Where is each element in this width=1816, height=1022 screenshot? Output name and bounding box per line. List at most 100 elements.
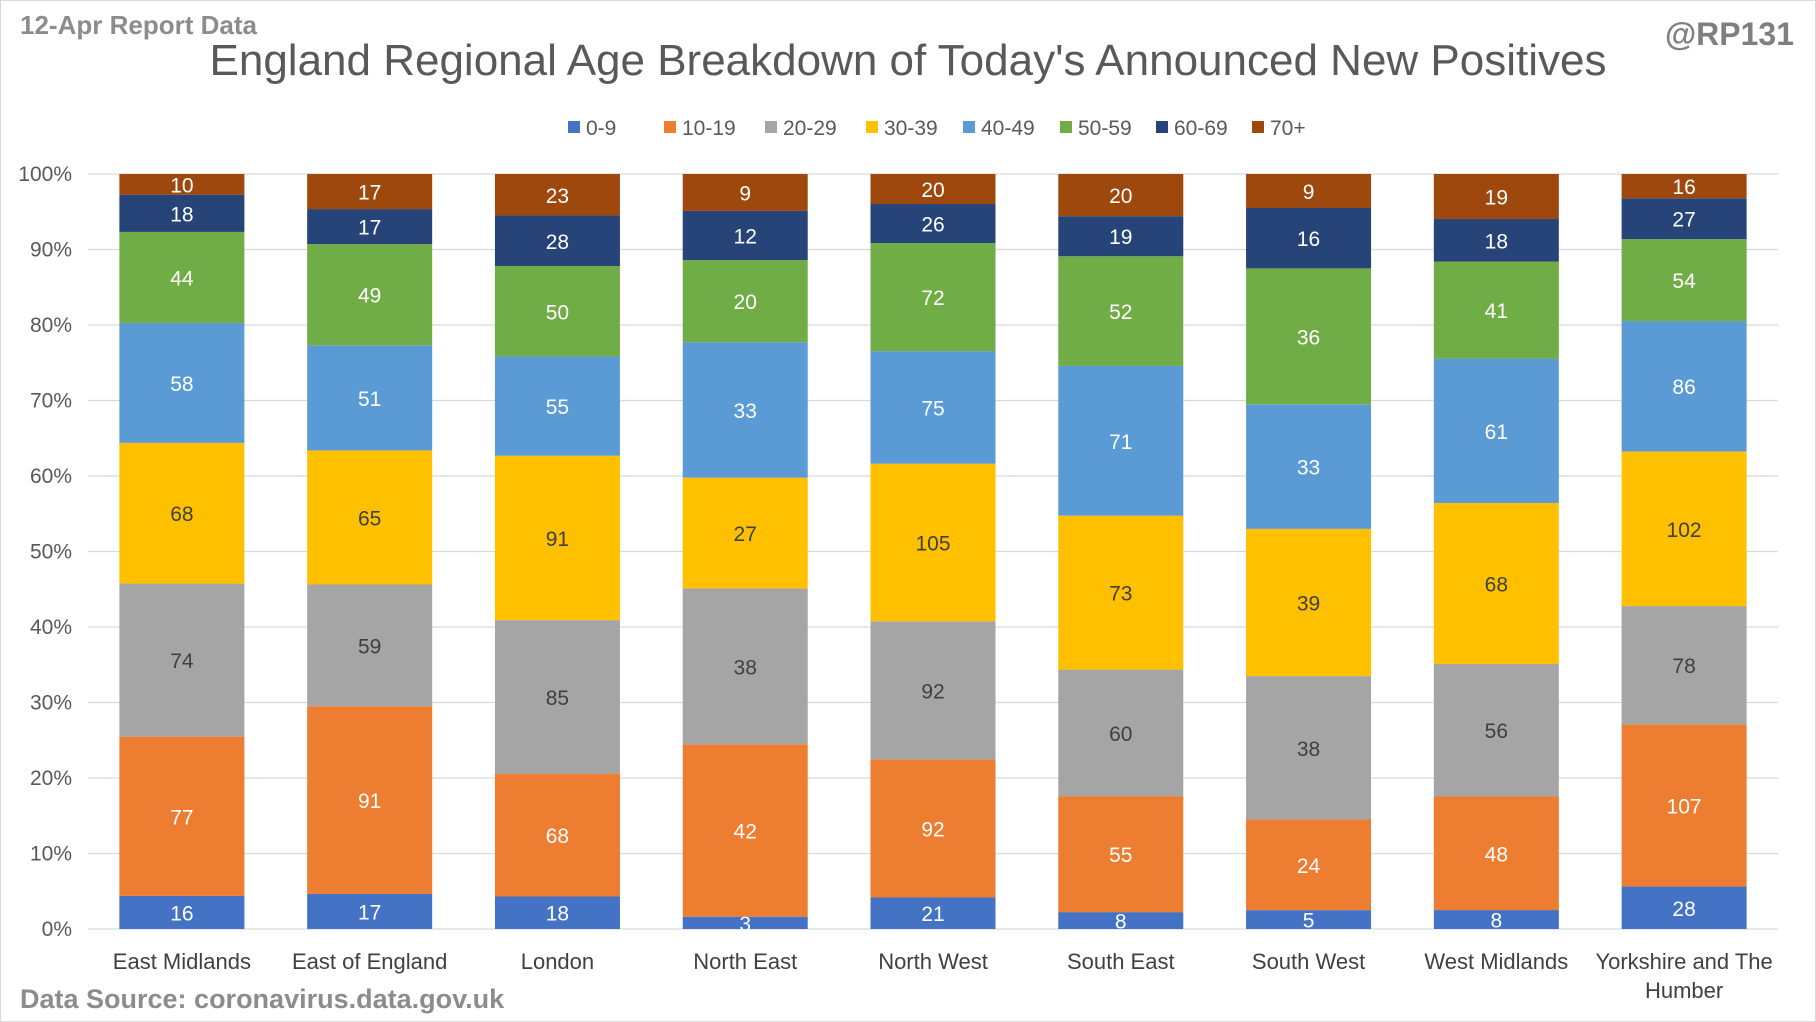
data-source-note: Data Source: coronavirus.data.gov.uk <box>20 984 505 1014</box>
data-label: 18 <box>546 903 569 926</box>
data-label: 9 <box>739 182 751 205</box>
bar-segment <box>1058 515 1184 670</box>
data-label: 44 <box>170 267 194 290</box>
data-label: 20 <box>1109 185 1132 208</box>
data-label: 75 <box>921 397 944 420</box>
data-label: 16 <box>1672 176 1695 199</box>
bar-segment <box>119 322 245 443</box>
data-label: 72 <box>921 287 944 310</box>
bar-segment <box>1621 239 1747 322</box>
data-label: 86 <box>1672 376 1695 399</box>
bar-segment <box>1433 174 1559 219</box>
x-category-label: Yorkshire and The <box>1595 949 1772 974</box>
data-label: 56 <box>1485 720 1508 743</box>
legend-swatch <box>568 121 580 133</box>
y-axis: 0% 10% 20% 30% 40% 50% 60% 70% 80% 90% 100% <box>18 163 72 941</box>
data-label: 92 <box>921 680 944 703</box>
data-label: 8 <box>1115 911 1127 934</box>
data-label: 27 <box>1672 209 1695 232</box>
bar-segment <box>682 744 808 917</box>
bar-segment <box>494 896 620 929</box>
x-category-label: South East <box>1067 949 1175 974</box>
bar-segment <box>682 588 808 745</box>
bar-segment <box>682 174 808 211</box>
data-label: 68 <box>1485 573 1508 596</box>
bar-segment <box>307 345 433 451</box>
data-label: 55 <box>546 396 569 419</box>
data-label: 8 <box>1490 910 1502 933</box>
bar-segment <box>870 243 996 352</box>
x-category-label: East of England <box>292 949 447 974</box>
bar-segment <box>1058 796 1184 913</box>
bar-segment <box>494 620 620 774</box>
data-label: 20 <box>921 179 944 202</box>
bars: 1677746858441810179159655149171718688591… <box>119 174 1747 936</box>
data-label: 71 <box>1109 431 1132 454</box>
data-label: 50 <box>546 301 569 324</box>
data-label: 33 <box>1297 457 1320 480</box>
data-label: 107 <box>1667 795 1702 818</box>
y-tick-label: 70% <box>30 390 72 413</box>
y-tick-label: 90% <box>30 239 72 262</box>
bar-segment <box>307 584 433 707</box>
legend-label: 40-49 <box>981 117 1035 140</box>
data-label: 28 <box>1672 898 1695 921</box>
x-category-label: South West <box>1252 949 1365 974</box>
bar-segment <box>1058 365 1184 516</box>
y-tick-label: 40% <box>30 616 72 639</box>
data-label: 18 <box>1485 230 1508 253</box>
data-label: 85 <box>546 687 569 710</box>
bar-segment <box>307 450 433 585</box>
data-label: 9 <box>1303 181 1315 204</box>
data-label: 24 <box>1297 855 1321 878</box>
y-tick-label: 60% <box>30 465 72 488</box>
y-tick-label: 20% <box>30 767 72 790</box>
data-label: 91 <box>358 790 381 813</box>
data-label: 28 <box>546 231 569 254</box>
bar-segment <box>870 897 996 929</box>
report-date-label: 12-Apr Report Data <box>20 10 257 40</box>
bar-segment <box>1621 886 1747 929</box>
bar-segment <box>870 759 996 898</box>
bar-segment <box>870 463 996 622</box>
data-label: 59 <box>358 635 381 658</box>
data-label: 74 <box>170 650 194 673</box>
data-label: 18 <box>170 203 193 226</box>
bar-segment <box>682 210 808 261</box>
y-tick-label: 100% <box>18 163 72 186</box>
x-category-label: Humber <box>1645 978 1723 1003</box>
bar-segment <box>1621 606 1747 725</box>
bar-segment <box>1058 216 1184 257</box>
data-label: 36 <box>1297 326 1320 349</box>
bar-segment <box>1246 268 1372 405</box>
bar-segment <box>1621 174 1747 199</box>
legend-swatch <box>1060 121 1072 133</box>
data-label: 41 <box>1485 300 1508 323</box>
bar-segment <box>682 916 808 929</box>
bar-segment <box>870 621 996 760</box>
bar-segment <box>1433 502 1559 664</box>
bar-segment <box>1621 451 1747 607</box>
x-category-label: West Midlands <box>1424 949 1568 974</box>
bar-segment <box>1433 796 1559 911</box>
bar-segment <box>1433 910 1559 929</box>
bar-segment <box>307 706 433 894</box>
legend-label: 10-19 <box>682 117 736 140</box>
legend: 0-9 10-19 20-29 30-39 40-49 50-59 60-69 70+ <box>568 117 1306 140</box>
bar-segment <box>1058 912 1184 929</box>
legend-swatch <box>963 121 975 133</box>
bar-segment <box>494 773 620 897</box>
data-label: 26 <box>921 214 944 237</box>
bar-segment <box>119 736 245 896</box>
data-label: 33 <box>734 400 757 423</box>
data-label: 19 <box>1485 186 1508 209</box>
data-label: 48 <box>1485 843 1508 866</box>
data-label: 102 <box>1667 519 1702 542</box>
data-label: 10 <box>170 174 193 197</box>
bar-segment <box>119 583 245 737</box>
data-label: 12 <box>734 226 757 249</box>
bar-segment <box>1246 174 1372 208</box>
data-label: 51 <box>358 388 381 411</box>
bar-segment <box>870 351 996 464</box>
bar-segment <box>1246 528 1372 677</box>
